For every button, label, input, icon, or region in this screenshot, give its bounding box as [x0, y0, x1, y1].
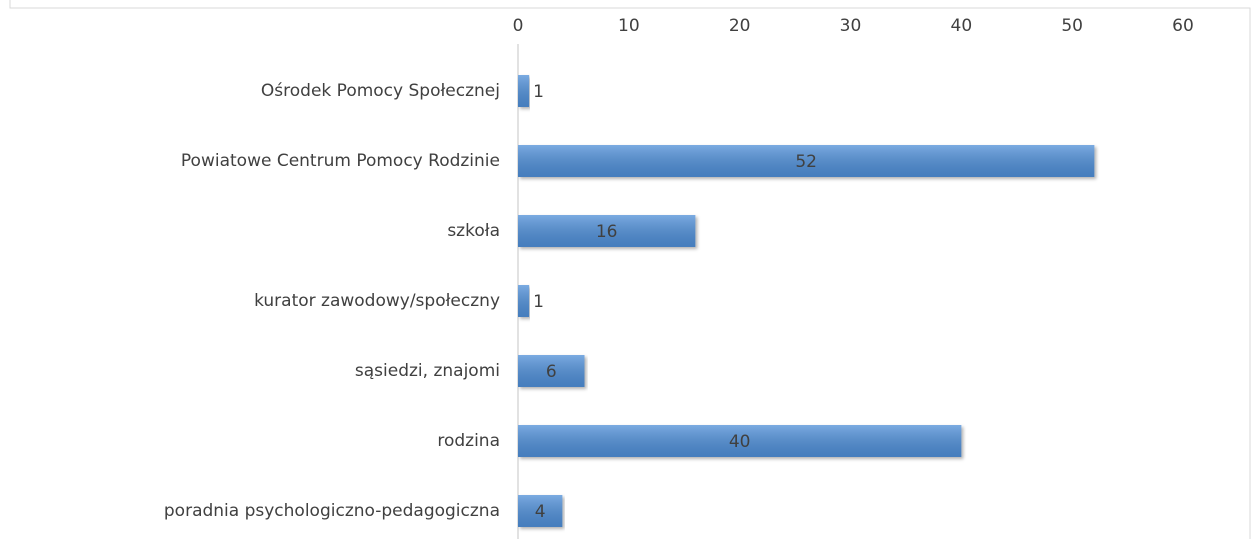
x-tick-label: 30: [840, 16, 862, 36]
y-tick-label: Ośrodek Pomocy Społecznej: [261, 81, 500, 101]
x-tick-label: 60: [1172, 16, 1194, 36]
data-label: 1: [533, 82, 544, 102]
x-tick-label: 20: [729, 16, 751, 36]
x-tick-label: 0: [513, 16, 524, 36]
y-tick-label: poradnia psychologiczno-pedagogiczna: [164, 501, 500, 521]
data-label: 40: [729, 432, 751, 452]
data-label: 4: [535, 502, 546, 522]
bar: [518, 75, 530, 107]
data-label: 6: [546, 362, 557, 382]
y-tick-label: sąsiedzi, znajomi: [355, 361, 500, 381]
y-tick-label: kurator zawodowy/społeczny: [254, 291, 500, 311]
y-tick-label: rodzina: [437, 431, 500, 451]
bar: [518, 285, 530, 317]
data-label: 1: [533, 292, 544, 312]
x-tick-label: 10: [618, 16, 640, 36]
data-label: 16: [596, 222, 618, 242]
y-tick-label: szkoła: [447, 221, 500, 241]
y-tick-label: Powiatowe Centrum Pomocy Rodzinie: [181, 151, 500, 171]
x-tick-label: 50: [1061, 16, 1083, 36]
chart-frame: [9, 0, 1251, 539]
data-label: 52: [795, 152, 817, 172]
x-tick-label: 40: [951, 16, 973, 36]
